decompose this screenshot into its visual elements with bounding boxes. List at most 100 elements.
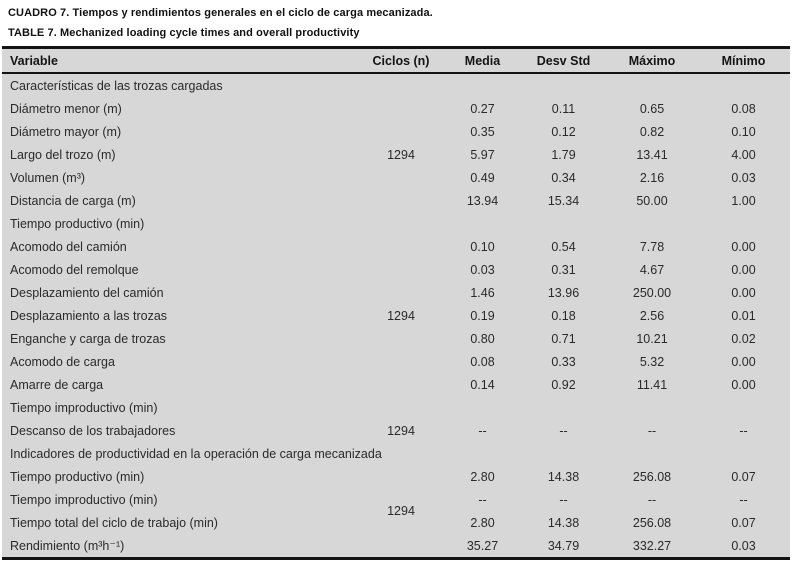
row-label: Amarre de carga — [10, 377, 104, 392]
value-cell: -- — [647, 492, 657, 507]
value-cell: -- — [478, 423, 487, 438]
row-label: Acomodo del camión — [10, 239, 127, 254]
value-cell: 4.00 — [731, 147, 756, 162]
section-row-label: Indicadores de productividad en la opera… — [10, 446, 382, 461]
value-cell: 0.71 — [551, 331, 576, 346]
value-cell: 0.00 — [731, 262, 756, 277]
value-cell: 0.00 — [731, 354, 756, 369]
value-cell: -- — [559, 492, 568, 507]
value-cell: 0.49 — [470, 170, 495, 185]
value-cell: 4.67 — [639, 262, 665, 277]
value-cell: 0.12 — [551, 124, 576, 139]
row-label: Volumen (m³) — [10, 170, 86, 185]
value-cell: 0.27 — [470, 101, 495, 116]
ciclos-span-cell: 1294 — [387, 504, 415, 518]
value-cell: 2.56 — [639, 308, 665, 323]
table-header-row: Variable Ciclos (n) Media Desv Std Máxim… — [2, 49, 790, 74]
value-cell: -- — [478, 492, 487, 507]
value-cell: 1.79 — [551, 147, 576, 162]
column-header-desv-std: Desv Std — [536, 53, 591, 68]
value-cell: 0.08 — [470, 354, 495, 369]
value-cell: 256.08 — [632, 515, 672, 530]
value-cell: 0.80 — [470, 331, 495, 346]
value-cell: -- — [739, 492, 748, 507]
row-label: Tiempo total del ciclo de trabajo (min) — [10, 515, 218, 530]
value-cell: 13.96 — [547, 285, 580, 300]
value-cell: 34.79 — [547, 538, 580, 553]
value-cell: 0.00 — [731, 239, 756, 254]
row-label: Desplazamiento del camión — [10, 285, 164, 300]
row-label: Descanso de los trabajadores — [10, 423, 176, 438]
value-cell: 0.14 — [470, 377, 495, 392]
value-cell: 332.27 — [632, 538, 672, 553]
section-row-label: Características de las trozas cargadas — [10, 78, 223, 93]
value-cell: 5.97 — [470, 147, 495, 162]
value-cell: 0.10 — [470, 239, 495, 254]
value-cell: 2.80 — [470, 515, 495, 530]
data-table: Variable Ciclos (n) Media Desv Std Máxim… — [2, 46, 790, 560]
value-cell: 0.07 — [731, 515, 756, 530]
value-cell: 0.18 — [551, 308, 576, 323]
value-cell: 1.46 — [470, 285, 495, 300]
value-cell: 0.00 — [731, 377, 756, 392]
value-cell: 0.02 — [731, 331, 756, 346]
value-cell: -- — [559, 423, 568, 438]
value-cell: 7.78 — [639, 239, 665, 254]
value-cell: 0.65 — [639, 101, 665, 116]
value-cell: 0.03 — [731, 538, 756, 553]
row-label: Diámetro menor (m) — [10, 101, 122, 116]
ciclos-span-cell: 1294 — [387, 423, 415, 438]
value-cell: -- — [739, 423, 748, 438]
row-label: Acomodo del remolque — [10, 262, 139, 277]
value-cell: 15.34 — [547, 193, 580, 208]
value-cell: 0.54 — [551, 239, 576, 254]
value-cell: 0.92 — [551, 377, 576, 392]
value-cell: 0.03 — [731, 170, 756, 185]
row-label: Distancia de carga (m) — [10, 193, 136, 208]
value-cell: 0.10 — [731, 124, 756, 139]
column-header-ciclos: Ciclos (n) — [372, 53, 430, 68]
value-cell: 0.01 — [731, 308, 756, 323]
value-cell: 13.41 — [636, 147, 668, 162]
row-label: Desplazamiento a las trozas — [10, 308, 168, 323]
value-cell: 2.80 — [470, 469, 495, 484]
value-cell: 256.08 — [632, 469, 672, 484]
section-row-label: Tiempo improductivo (min) — [10, 400, 158, 415]
row-label: Largo del trozo (m) — [10, 147, 116, 162]
section-row-label: Tiempo productivo (min) — [10, 216, 145, 231]
value-cell: 0.35 — [470, 124, 495, 139]
value-cell: 13.94 — [466, 193, 499, 208]
value-cell: -- — [647, 423, 657, 438]
table-title-spanish: CUADRO 7. Tiempos y rendimientos general… — [8, 7, 433, 19]
value-cell: 14.38 — [547, 469, 580, 484]
value-cell: 0.00 — [731, 285, 756, 300]
row-label: Enganche y carga de trozas — [10, 331, 166, 346]
value-cell: 0.03 — [470, 262, 495, 277]
row-label: Tiempo productivo (min) — [10, 469, 145, 484]
value-cell: 50.00 — [636, 193, 668, 208]
row-label: Acomodo de carga — [10, 354, 115, 369]
ciclos-span-cell: 1294 — [387, 147, 415, 162]
column-header-maximo: Máximo — [628, 53, 676, 68]
table-title-english: TABLE 7. Mechanized loading cycle times … — [8, 27, 360, 39]
value-cell: 10.21 — [636, 331, 668, 346]
value-cell: 0.19 — [470, 308, 495, 323]
value-cell: 250.00 — [632, 285, 672, 300]
ciclos-span-cell: 1294 — [387, 308, 415, 323]
value-cell: 0.07 — [731, 469, 756, 484]
row-label: Rendimiento (m³h⁻¹) — [10, 539, 125, 553]
value-cell: 1.00 — [731, 193, 756, 208]
value-cell: 5.32 — [639, 354, 665, 369]
value-cell: 11.41 — [636, 377, 668, 392]
value-cell: 0.11 — [551, 101, 576, 116]
value-cell: 14.38 — [547, 515, 580, 530]
value-cell: 0.82 — [639, 124, 665, 139]
row-label: Tiempo improductivo (min) — [10, 492, 158, 507]
value-cell: 2.16 — [639, 170, 665, 185]
value-cell: 0.33 — [551, 354, 576, 369]
value-cell: 35.27 — [466, 538, 499, 553]
table-body: Características de las trozas cargadas Di… — [2, 74, 790, 557]
value-cell: 0.08 — [731, 101, 756, 116]
column-header-minimo: Mínimo — [721, 53, 766, 68]
